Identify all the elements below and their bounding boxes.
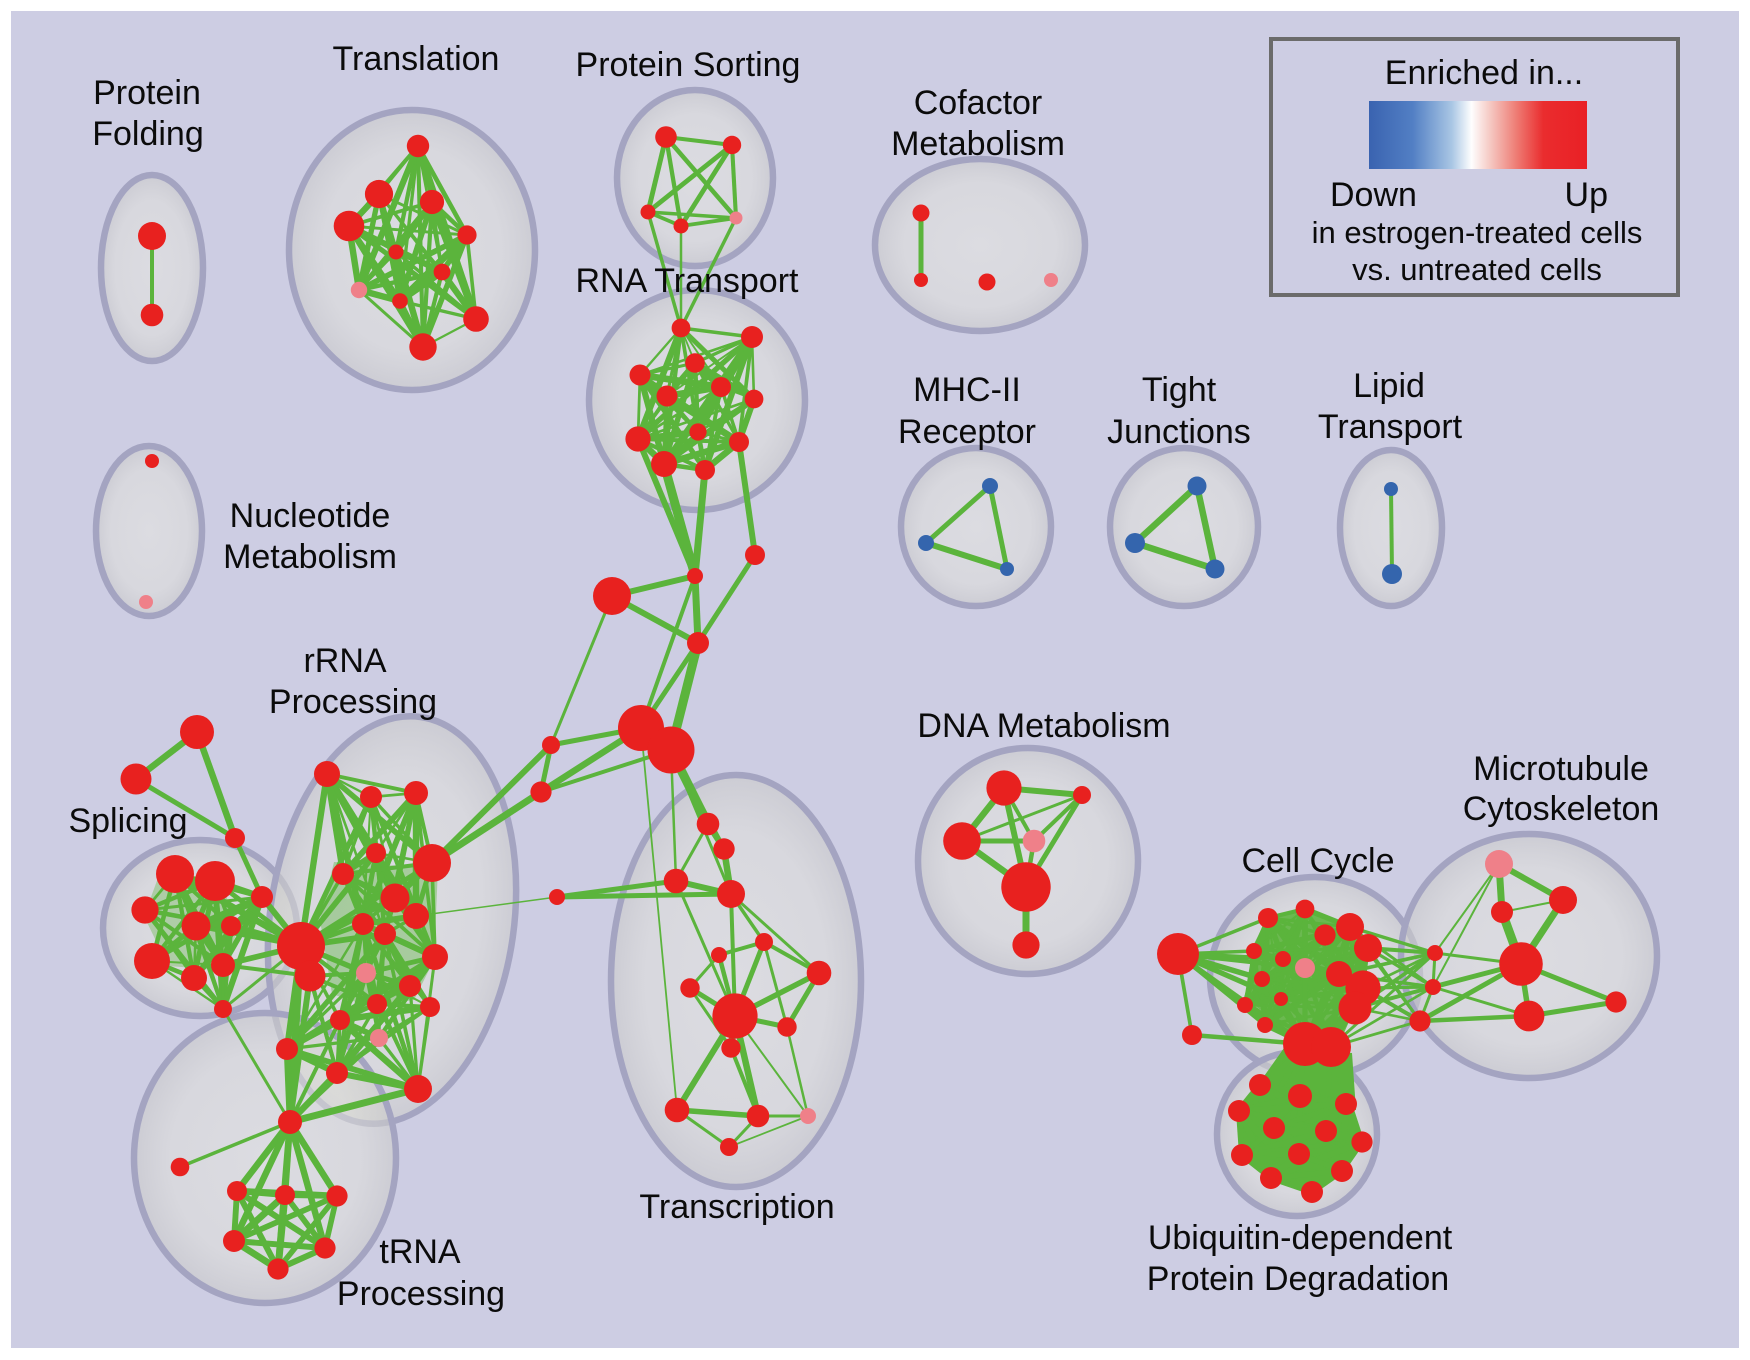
svg-text:Processing: Processing bbox=[337, 1275, 505, 1313]
svg-text:Transport: Transport bbox=[1318, 408, 1463, 446]
svg-text:Metabolism: Metabolism bbox=[223, 538, 397, 576]
svg-text:Ubiquitin-dependent: Ubiquitin-dependent bbox=[1148, 1219, 1453, 1257]
svg-text:Transcription: Transcription bbox=[639, 1188, 834, 1226]
svg-text:Cytoskeleton: Cytoskeleton bbox=[1463, 790, 1660, 828]
svg-text:RNA Transport: RNA Transport bbox=[576, 262, 800, 300]
svg-text:rRNA: rRNA bbox=[303, 642, 386, 680]
svg-text:Metabolism: Metabolism bbox=[891, 125, 1065, 163]
svg-text:Up: Up bbox=[1565, 176, 1608, 214]
svg-text:Splicing: Splicing bbox=[68, 802, 187, 840]
svg-text:tRNA: tRNA bbox=[379, 1233, 461, 1271]
svg-text:Receptor: Receptor bbox=[898, 413, 1036, 451]
svg-text:Down: Down bbox=[1330, 176, 1417, 214]
svg-text:Translation: Translation bbox=[333, 40, 500, 78]
svg-text:Folding: Folding bbox=[92, 115, 204, 153]
svg-text:in estrogen-treated cells: in estrogen-treated cells bbox=[1312, 215, 1643, 250]
svg-text:vs. untreated cells: vs. untreated cells bbox=[1352, 252, 1602, 287]
svg-text:Lipid: Lipid bbox=[1353, 367, 1425, 405]
svg-text:Protein Sorting: Protein Sorting bbox=[576, 46, 801, 84]
svg-text:Enriched in...: Enriched in... bbox=[1385, 54, 1583, 92]
svg-text:Processing: Processing bbox=[269, 683, 437, 721]
svg-text:Junctions: Junctions bbox=[1107, 413, 1251, 451]
svg-text:Protein Degradation: Protein Degradation bbox=[1147, 1260, 1449, 1298]
svg-text:Protein: Protein bbox=[93, 74, 201, 112]
svg-text:Microtubule: Microtubule bbox=[1473, 750, 1649, 788]
svg-text:Cell Cycle: Cell Cycle bbox=[1241, 842, 1394, 880]
svg-text:Tight: Tight bbox=[1142, 371, 1217, 409]
svg-text:MHC-II: MHC-II bbox=[913, 371, 1021, 409]
svg-text:Nucleotide: Nucleotide bbox=[230, 497, 391, 535]
svg-text:Cofactor: Cofactor bbox=[914, 84, 1043, 122]
svg-text:DNA Metabolism: DNA Metabolism bbox=[917, 707, 1170, 745]
